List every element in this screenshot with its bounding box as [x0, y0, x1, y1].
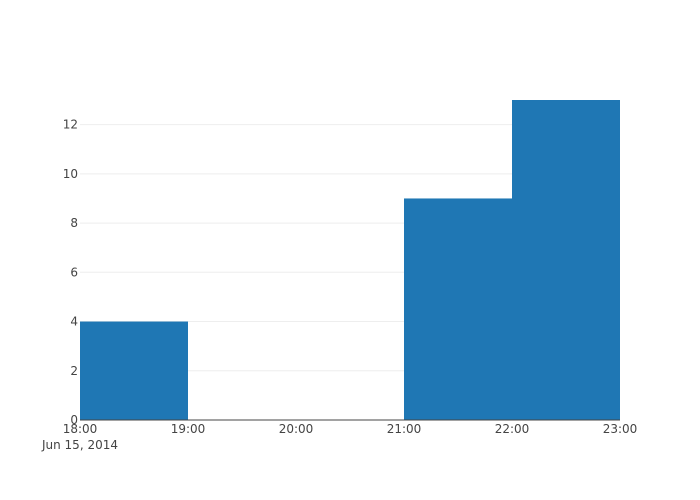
- x-tick-label: 23:00: [603, 422, 638, 436]
- x-tick-label: 20:00: [279, 422, 314, 436]
- y-tick-label: 0: [70, 413, 78, 427]
- y-tick-labels: 0 2 4 6 8 10 12: [63, 118, 78, 427]
- y-tick-label: 8: [70, 216, 78, 230]
- y-tick-label: 2: [70, 364, 78, 378]
- histogram-bar: [512, 100, 620, 420]
- y-tick-label: 10: [63, 167, 78, 181]
- y-tick-label: 12: [63, 118, 78, 132]
- x-tick-label: 19:00: [171, 422, 206, 436]
- y-tick-label: 4: [70, 315, 78, 329]
- histogram-bar: [80, 321, 188, 420]
- x-tick-date-label: Jun 15, 2014: [41, 438, 118, 452]
- histogram-bar: [404, 198, 512, 420]
- x-tick-label: 18:00: [63, 422, 98, 436]
- y-tick-label: 6: [70, 265, 78, 279]
- x-tick-label: 22:00: [495, 422, 530, 436]
- x-tick-labels: 18:00 Jun 15, 2014 19:00 20:00 21:00 22:00 23:…: [41, 422, 637, 452]
- x-tick-label: 21:00: [387, 422, 422, 436]
- histogram-bars: [80, 100, 620, 420]
